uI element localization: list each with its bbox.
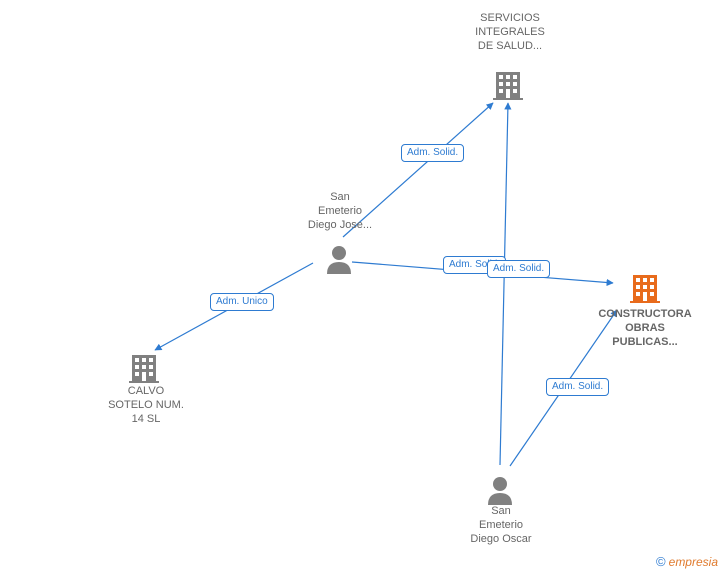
edges-layer <box>0 0 728 575</box>
building-icon[interactable] <box>493 68 523 105</box>
edge-label-jose-servicios: Adm. Solid. <box>401 144 464 162</box>
edge-oscar-servicios <box>500 103 508 465</box>
node-label-oscar: San Emeterio Diego Oscar <box>456 505 546 546</box>
brand-text: empresia <box>669 555 718 569</box>
node-label-servicios: SERVICIOS INTEGRALES DE SALUD... <box>465 12 555 53</box>
edge-label-oscar-constructora: Adm. Solid. <box>546 378 609 396</box>
building-icon[interactable] <box>129 351 159 388</box>
node-label-constructora: CONSTRUCTORA OBRAS PUBLICAS... <box>585 308 705 349</box>
node-label-calvo: CALVO SOTELO NUM. 14 SL <box>98 385 194 426</box>
copyright-symbol: © <box>656 554 666 569</box>
edge-label-jose-calvo: Adm. Unico <box>210 293 274 311</box>
node-label-jose: San Emeterio Diego Jose... <box>295 191 385 232</box>
edge-label-oscar-servicios: Adm. Solid. <box>487 260 550 278</box>
person-icon[interactable] <box>325 244 353 279</box>
building-icon[interactable] <box>630 271 660 308</box>
footer-brand: ©empresia <box>656 554 718 569</box>
